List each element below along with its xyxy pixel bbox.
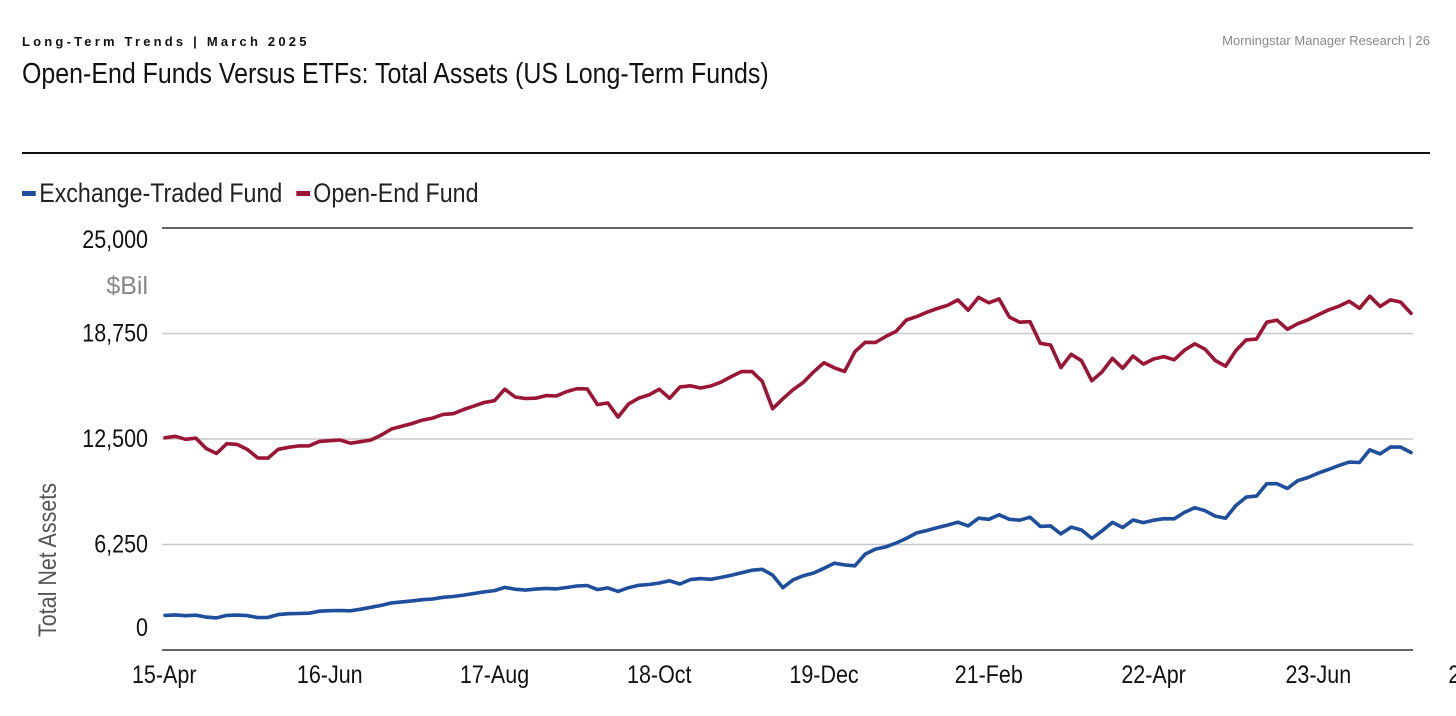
y-axis-label: Total Net Assets [33,483,61,637]
y-tick-label: 6,250 [94,530,148,558]
series-line-oef [163,294,1413,460]
x-tick-label: 21-Feb [955,660,1023,688]
x-tick-label: 18-Oct [627,660,692,688]
legend-swatch-etf [22,191,36,196]
legend-label-oef: Open-End Fund [313,178,479,208]
source-page-label: Morningstar Manager Research | 26 [1222,33,1430,48]
x-tick-label: 15-Apr [132,660,197,688]
legend-item-etf: Exchange-Traded Fund [22,178,282,209]
x-tick-label: 16-Jun [297,660,363,688]
y-tick-label: 0 [136,613,148,641]
legend-label-etf: Exchange-Traded Fund [39,178,283,208]
x-tick-label: 22-Apr [1121,660,1186,688]
legend-swatch-oef [296,191,310,196]
y-axis-ticks: 0 6,250 12,500 18,750 25,000 [82,225,148,641]
x-tick-label: 17-Aug [460,660,529,688]
series-line-etf [163,445,1413,620]
x-axis-ticks: 15-Apr 16-Jun 17-Aug 18-Oct 19-Dec 21-Feb 22-A… [132,660,1456,688]
chart-title: Open-End Funds Versus ETFs: Total Assets… [22,58,769,90]
y-axis-unit: $Bil [106,272,148,300]
y-tick-label: 25,000 [82,225,148,253]
chart-legend: Exchange-Traded Fund Open-End Fund [22,178,478,209]
y-tick-label: 18,750 [82,319,148,347]
series-lines [163,294,1413,620]
x-tick-label: 19-Dec [789,660,859,688]
gridlines [162,227,1413,651]
x-tick-label: 23-Jun [1285,660,1351,688]
title-divider [22,152,1430,154]
report-kicker: Long-Term Trends | March 2025 [22,34,310,49]
x-tick-label: 24-Aug [1448,660,1456,688]
legend-item-oef: Open-End Fund [296,178,478,209]
y-tick-label: 12,500 [82,424,148,452]
